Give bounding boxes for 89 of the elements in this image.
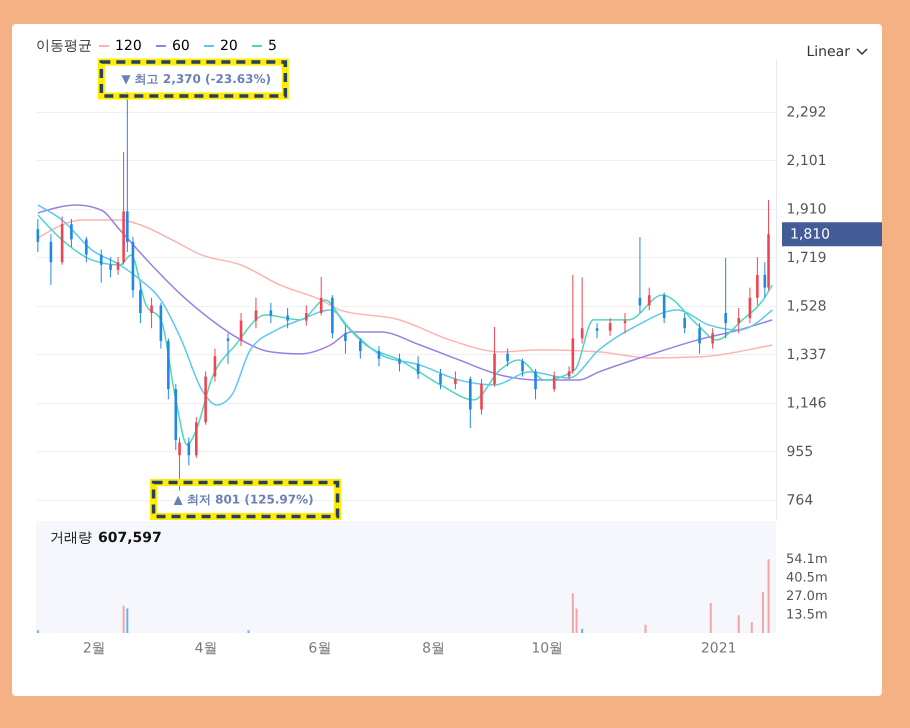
bar xyxy=(768,559,770,633)
candlestick xyxy=(624,312,626,334)
candlestick xyxy=(454,370,457,390)
candlestick xyxy=(178,436,181,492)
candlestick xyxy=(439,368,442,390)
candlestick xyxy=(109,256,112,278)
legend-label: 20 xyxy=(220,38,238,54)
candlestick xyxy=(764,262,766,298)
y-tick-label: 13.5m xyxy=(786,608,828,623)
y-tick-label: 2,292 xyxy=(786,104,827,120)
candlestick xyxy=(698,322,701,354)
candlestick xyxy=(70,218,73,248)
y-tick-label: 27.0m xyxy=(786,589,828,604)
candlestick xyxy=(638,236,642,314)
x-tick-label: 4월 xyxy=(194,640,218,656)
candlestick xyxy=(214,348,216,382)
y-tick-label: 764 xyxy=(786,492,814,508)
candlestick xyxy=(150,297,153,329)
bar xyxy=(581,628,584,633)
candlestick xyxy=(662,292,666,324)
candlestick xyxy=(240,312,242,347)
legend-title: 이동평균 xyxy=(36,38,92,54)
bar xyxy=(572,593,574,633)
candlestick xyxy=(648,287,651,311)
y-tick-label: 1,337 xyxy=(786,346,827,363)
candlestick xyxy=(568,366,570,380)
x-tick-label: 6월 xyxy=(308,640,332,656)
candlestick xyxy=(139,282,142,324)
x-tick-label: 10월 xyxy=(531,640,564,656)
candlestick xyxy=(286,307,289,329)
candlestick xyxy=(737,307,740,334)
candlestick xyxy=(188,436,190,466)
candlestick xyxy=(344,325,347,354)
bar xyxy=(710,602,712,633)
candlestick xyxy=(724,257,727,339)
candlestick xyxy=(506,348,509,367)
candlestick xyxy=(580,276,584,344)
candlestick xyxy=(683,312,686,334)
candlestick xyxy=(359,338,362,360)
candlestick xyxy=(748,287,752,324)
candlestick xyxy=(270,302,272,324)
x-tick-label: 2월 xyxy=(82,640,106,656)
bar xyxy=(36,630,39,633)
x-tick-label: 2021 xyxy=(700,640,737,656)
y-tick-label: 1,146 xyxy=(786,395,827,412)
candlestick xyxy=(416,356,420,380)
annotation: 1,810 xyxy=(790,226,830,242)
annotation: 607,597 xyxy=(98,530,162,546)
bar xyxy=(247,630,250,633)
annotation: ▲ 최저 801 (125.97%) xyxy=(174,492,314,507)
text: Linear xyxy=(806,44,850,60)
legend-label: 5 xyxy=(268,38,277,54)
candlestick xyxy=(608,318,612,336)
bar xyxy=(644,624,647,633)
line-series xyxy=(37,219,774,359)
candlestick xyxy=(304,304,308,326)
candlestick xyxy=(711,328,714,350)
candlestick xyxy=(320,276,322,316)
candlestick xyxy=(116,256,120,276)
y-tick-label: 2,101 xyxy=(786,152,827,169)
candlestick xyxy=(100,248,103,284)
candlestick xyxy=(226,332,230,364)
candlestick xyxy=(552,370,556,392)
candlestick xyxy=(521,358,524,377)
bar xyxy=(738,615,740,633)
candlestick xyxy=(534,368,537,400)
bar xyxy=(126,608,128,633)
candlestick xyxy=(398,353,401,372)
candlestick xyxy=(50,234,52,286)
legend-label: 60 xyxy=(172,38,190,54)
candlestick xyxy=(378,346,380,367)
bar xyxy=(762,592,764,633)
annotation: ▼ 최고 2,370 (-23.63%) xyxy=(121,72,271,86)
bar xyxy=(122,606,125,633)
y-tick-label: 1,910 xyxy=(786,201,827,218)
bar xyxy=(750,622,753,633)
legend-label: 120 xyxy=(115,38,142,54)
candlestick xyxy=(36,218,40,253)
annotation: 거래량 xyxy=(50,530,92,546)
candlestick xyxy=(756,256,759,306)
x-tick-label: 8월 xyxy=(422,640,445,656)
y-tick-label: 40.5m xyxy=(786,570,828,586)
y-tick-label: 54.1m xyxy=(786,552,828,568)
y-tick-label: 955 xyxy=(786,444,814,460)
candlestick xyxy=(254,297,258,329)
y-tick-label: 1,528 xyxy=(786,298,827,314)
candlestick xyxy=(85,236,88,263)
candlestick xyxy=(596,322,598,339)
y-tick-label: 1,719 xyxy=(786,250,827,266)
